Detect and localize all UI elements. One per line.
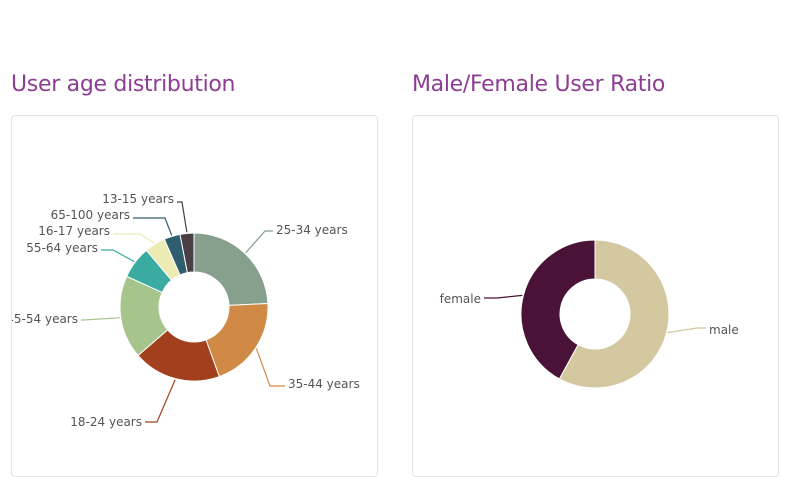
gender-chart-card: male female [412,115,779,477]
gender-donut-chart: male female [440,239,739,389]
slice-label-45-54-years: 45-54 years [12,312,78,326]
slice-label-16-17-years: 16-17 years [38,224,110,238]
leader-line-13-15-years [177,201,188,233]
age-chart-card: 25-34 years 35-44 years 18-24 years 45-54 y… [11,115,378,477]
slice-13-15-years[interactable] [179,232,195,274]
leader-line-65-100-years [133,217,173,236]
leader-line-35-44-years [255,348,285,387]
slice-label-18-24-years: 18-24 years [70,415,142,429]
gender-chart-title: Male/Female User Ratio [412,72,666,97]
slice-label-35-44-years: 35-44 years [288,377,360,391]
leader-line-male [667,327,706,334]
slice-male[interactable] [558,239,670,389]
leader-line-female [484,294,523,299]
age-donut-chart: 25-34 years 35-44 years 18-24 years 45-54 y… [12,192,360,429]
slice-label-13-15-years: 13-15 years [102,192,174,206]
age-chart-title: User age distribution [11,72,236,97]
slice-label-55-64-years: 55-64 years [26,241,98,255]
slice-female[interactable] [520,239,596,380]
leader-line-45-54-years [81,317,120,321]
slice-25-34-years[interactable] [193,232,269,306]
leader-line-16-17-years [113,233,155,244]
slice-label-female: female [440,292,481,306]
leader-line-18-24-years [145,379,176,423]
slice-label-25-34-years: 25-34 years [276,223,348,237]
slice-label-male: male [709,323,739,337]
leader-line-55-64-years [101,249,135,263]
slice-label-65-100-years: 65-100 years [51,208,130,222]
leader-line-25-34-years [245,230,273,254]
